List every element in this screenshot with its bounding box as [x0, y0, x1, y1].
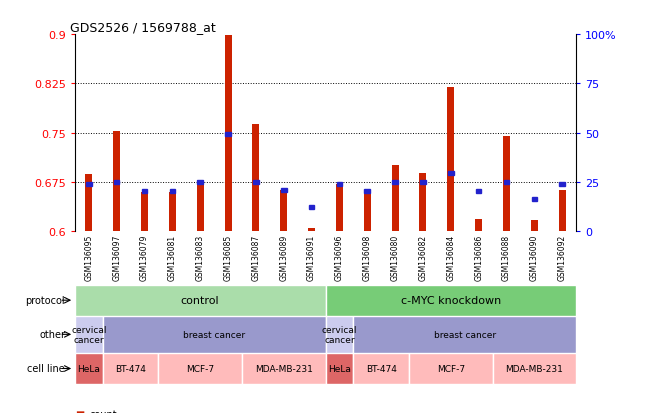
Bar — [364, 193, 371, 231]
Text: ■: ■ — [75, 409, 84, 413]
Text: GSM136095: GSM136095 — [84, 234, 93, 280]
Bar — [169, 193, 176, 231]
Bar — [169, 190, 175, 193]
Text: GSM136079: GSM136079 — [140, 234, 149, 280]
Bar — [559, 191, 566, 231]
Text: MCF-7: MCF-7 — [437, 364, 465, 373]
Bar — [419, 174, 426, 231]
Text: GSM136086: GSM136086 — [474, 234, 483, 280]
Bar — [113, 131, 120, 231]
Text: MDA-MB-231: MDA-MB-231 — [255, 364, 312, 373]
Text: BT-474: BT-474 — [366, 364, 396, 373]
Text: GSM136091: GSM136091 — [307, 234, 316, 280]
Text: breast cancer: breast cancer — [434, 330, 496, 339]
Bar — [337, 182, 342, 186]
Bar — [392, 166, 398, 231]
Bar — [353, 316, 576, 353]
Text: cervical
cancer: cervical cancer — [71, 325, 107, 344]
Text: GSM136081: GSM136081 — [168, 234, 177, 280]
Bar — [242, 353, 326, 384]
Text: GSM136083: GSM136083 — [196, 234, 204, 280]
Bar — [493, 353, 576, 384]
Bar — [86, 182, 92, 186]
Text: HeLa: HeLa — [328, 364, 351, 373]
Bar — [75, 316, 103, 353]
Bar — [475, 220, 482, 231]
Bar — [531, 220, 538, 231]
Text: protocol: protocol — [25, 295, 65, 306]
Bar — [103, 353, 158, 384]
Text: cervical
cancer: cervical cancer — [322, 325, 357, 344]
Text: GSM136097: GSM136097 — [112, 234, 121, 280]
Bar — [336, 184, 343, 231]
Text: cell line: cell line — [27, 363, 65, 374]
Bar — [309, 205, 314, 209]
Bar — [158, 353, 242, 384]
Bar — [308, 229, 315, 231]
Bar — [447, 88, 454, 231]
Text: GSM136096: GSM136096 — [335, 234, 344, 280]
Text: HeLa: HeLa — [77, 364, 100, 373]
Bar — [253, 125, 259, 231]
Text: GDS2526 / 1569788_at: GDS2526 / 1569788_at — [70, 21, 215, 34]
Bar — [559, 182, 565, 186]
Bar — [280, 190, 287, 231]
Bar — [85, 175, 92, 231]
Bar — [253, 180, 258, 184]
Text: GSM136084: GSM136084 — [447, 234, 455, 280]
Bar — [103, 316, 326, 353]
Text: GSM136092: GSM136092 — [558, 234, 567, 280]
Text: GSM136090: GSM136090 — [530, 234, 539, 280]
Text: BT-474: BT-474 — [115, 364, 146, 373]
Bar — [281, 188, 286, 192]
Bar — [353, 353, 409, 384]
Bar — [448, 172, 454, 176]
Text: breast cancer: breast cancer — [183, 330, 245, 339]
Bar — [142, 190, 147, 193]
Text: c-MYC knockdown: c-MYC knockdown — [401, 295, 501, 306]
Bar — [114, 180, 119, 184]
Bar — [532, 197, 537, 201]
Bar — [75, 285, 326, 316]
Bar — [197, 180, 203, 184]
Bar — [326, 353, 353, 384]
Text: GSM136082: GSM136082 — [419, 234, 428, 280]
Text: GSM136088: GSM136088 — [502, 234, 511, 280]
Bar — [476, 190, 482, 193]
Bar — [365, 190, 370, 193]
Bar — [409, 353, 493, 384]
Text: control: control — [181, 295, 219, 306]
Text: other: other — [39, 330, 65, 339]
Bar — [393, 180, 398, 184]
Bar — [225, 36, 232, 231]
Text: count: count — [89, 409, 117, 413]
Bar — [420, 180, 426, 184]
Text: GSM136080: GSM136080 — [391, 234, 400, 280]
Bar — [225, 133, 231, 136]
Bar — [197, 180, 204, 231]
Bar — [326, 285, 576, 316]
Text: MDA-MB-231: MDA-MB-231 — [505, 364, 563, 373]
Text: GSM136089: GSM136089 — [279, 234, 288, 280]
Bar — [141, 193, 148, 231]
Text: GSM136087: GSM136087 — [251, 234, 260, 280]
Text: GSM136085: GSM136085 — [223, 234, 232, 280]
Bar — [504, 180, 509, 184]
Bar — [326, 316, 353, 353]
Text: GSM136098: GSM136098 — [363, 234, 372, 280]
Text: MCF-7: MCF-7 — [186, 364, 214, 373]
Bar — [503, 136, 510, 231]
Bar — [75, 353, 103, 384]
